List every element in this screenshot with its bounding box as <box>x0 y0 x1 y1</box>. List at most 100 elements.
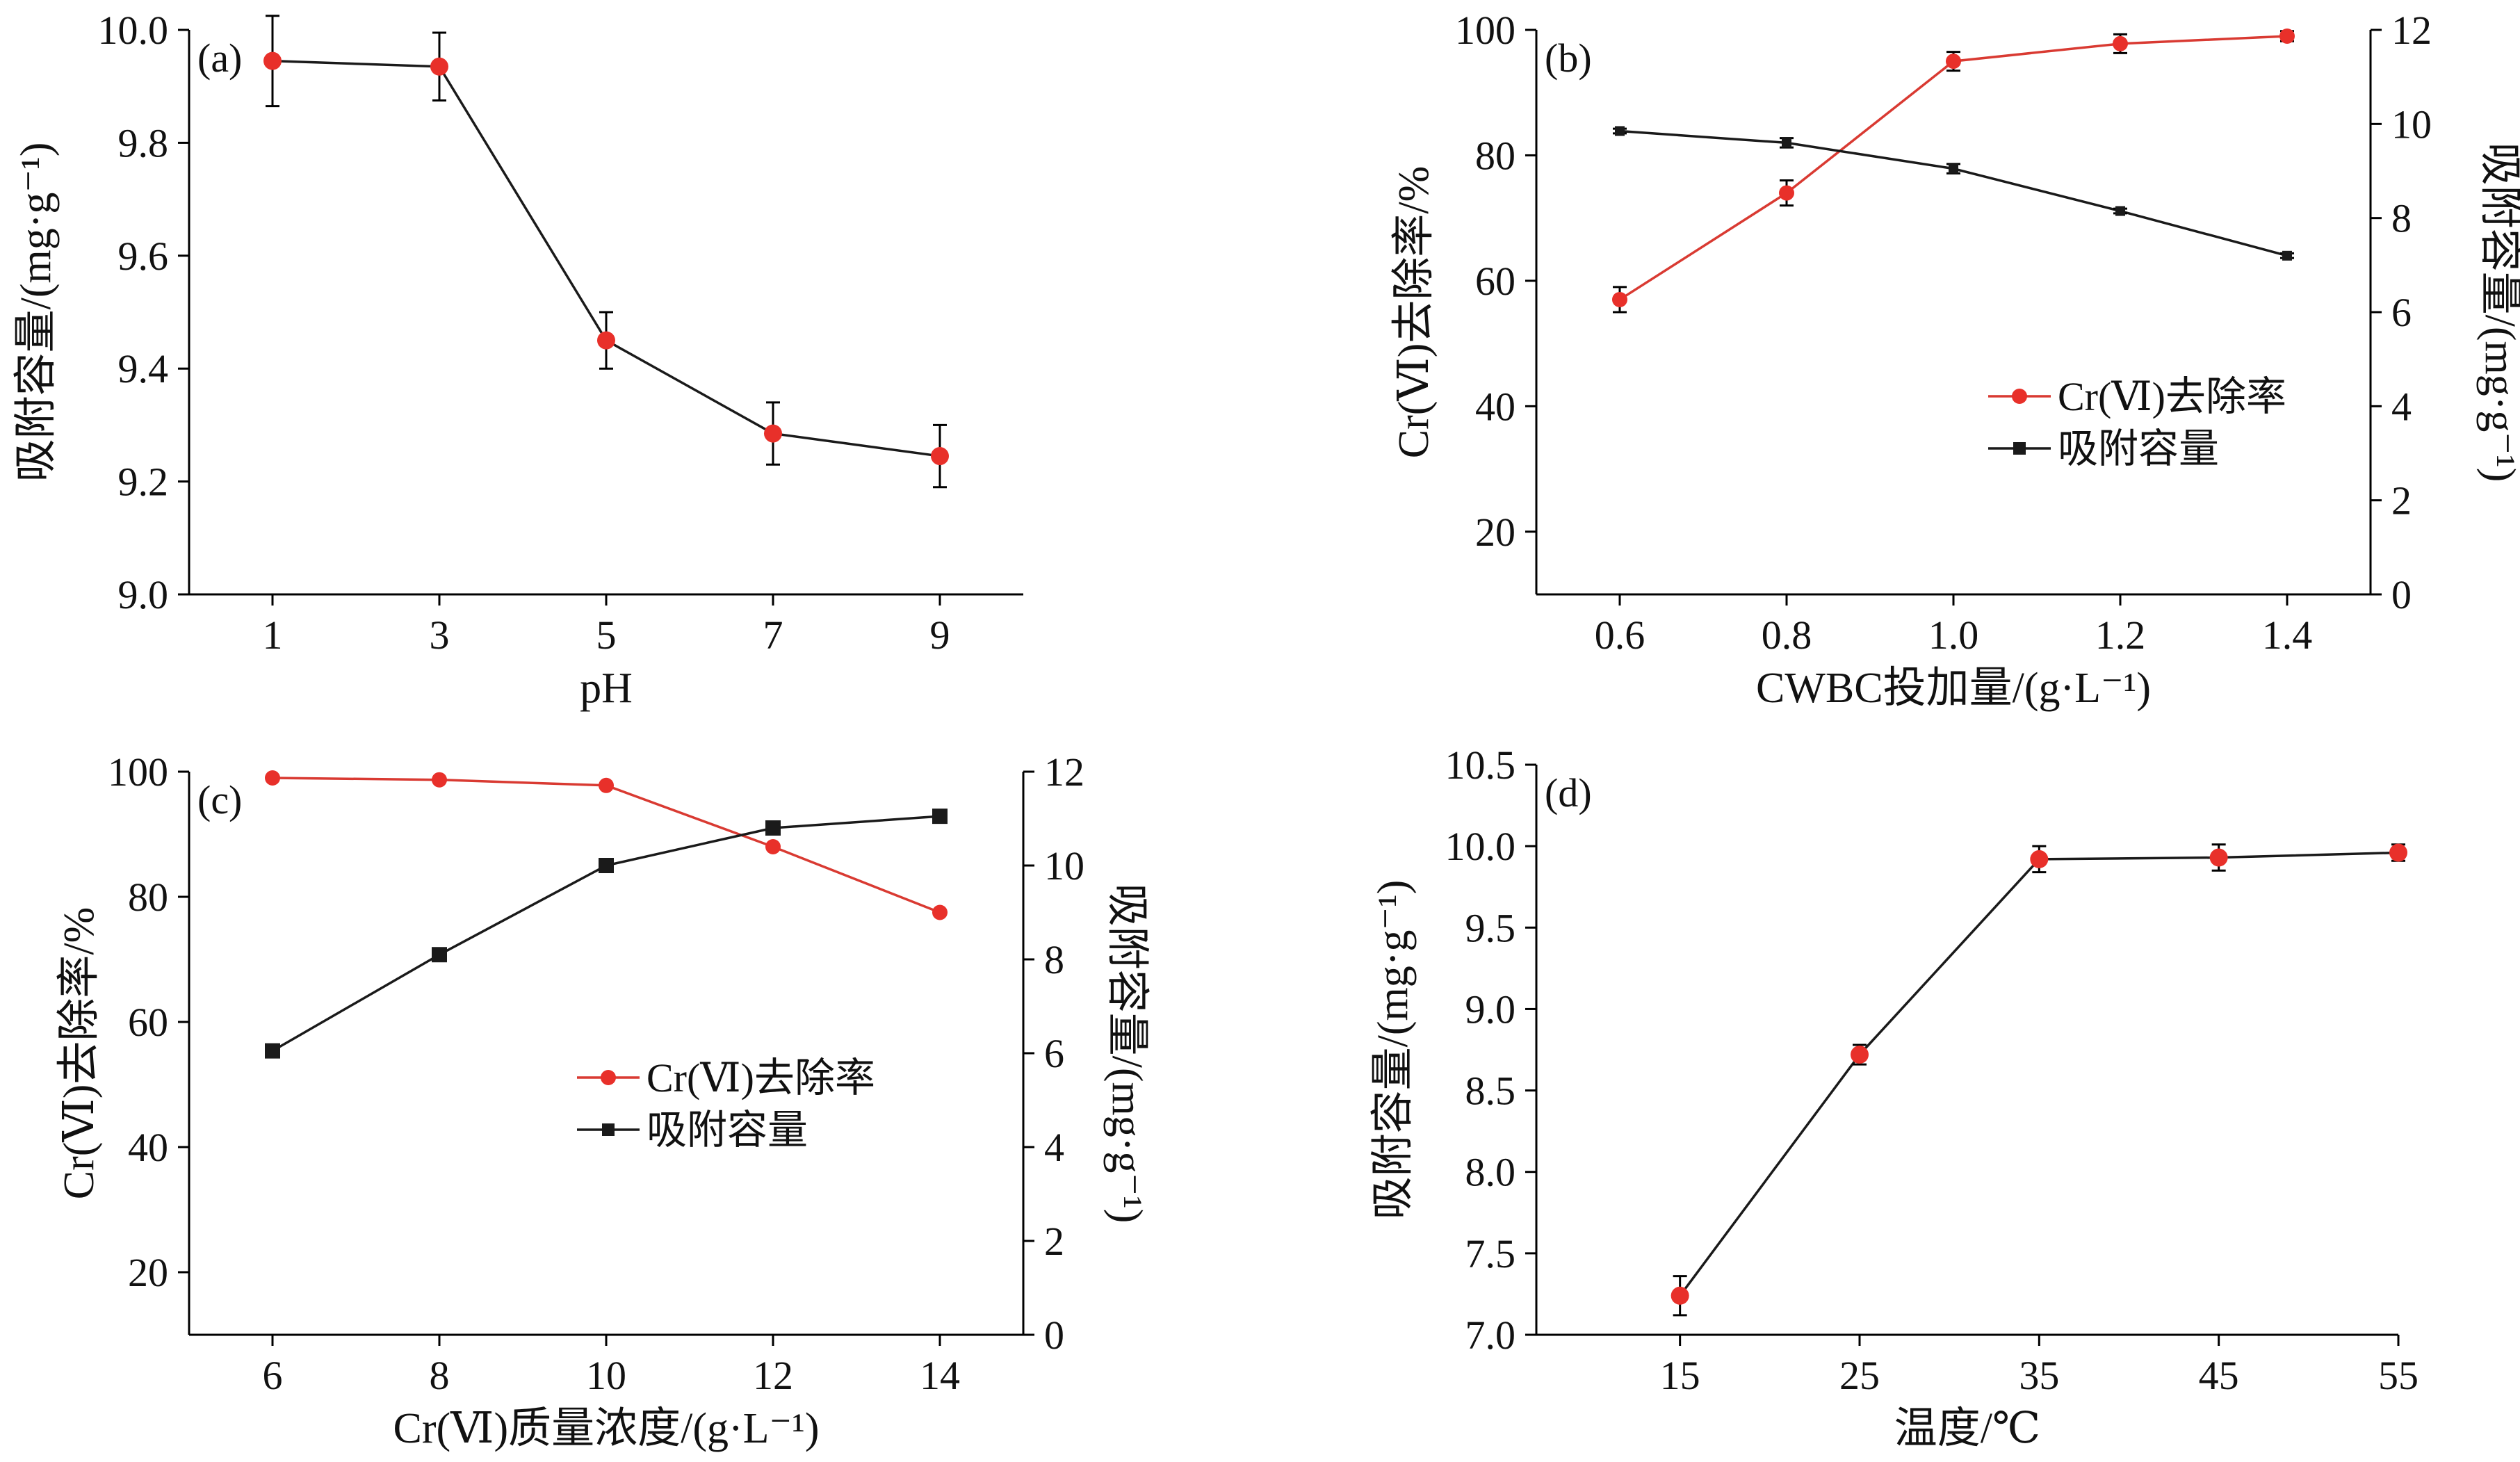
x-tick-label: 8 <box>430 1353 450 1398</box>
series-removal-rate <box>1612 29 2295 314</box>
y-tick-label-right: 10 <box>2391 101 2432 147</box>
y-tick-label-right: 0 <box>1044 1313 1064 1358</box>
y-tick-label-left: 9.2 <box>118 460 169 505</box>
x-tick-label: 55 <box>2378 1353 2419 1398</box>
y-tick-label-right: 6 <box>1044 1031 1064 1076</box>
data-point-circle <box>1612 291 1627 307</box>
y-tick-label-right: 6 <box>2391 290 2412 335</box>
legend-label: Cr(Ⅵ)去除率 <box>647 1055 875 1100</box>
chart-panel-a: 1 3 5 7 9 9.0 9.2 9.4 9.6 9.8 10.0 pH 吸附容量/(mg·g⁻¹) (… <box>13 8 1023 712</box>
y-tick-label-left: 10.5 <box>1445 742 1516 788</box>
y-tick-label-left: 10.0 <box>1445 824 1516 869</box>
y-tick-label-left: 10.0 <box>98 8 169 53</box>
y-tick-label-left: 9.0 <box>118 572 169 617</box>
data-point-circle <box>931 447 949 466</box>
x-tick-label: 1.0 <box>1928 612 1979 658</box>
data-point-circle <box>764 424 782 443</box>
y-tick-label-right: 12 <box>2391 8 2432 53</box>
x-tick-label: 1 <box>263 612 283 658</box>
data-point-circle <box>765 839 781 854</box>
data-point-circle <box>430 57 448 76</box>
x-tick-label: 9 <box>930 612 950 658</box>
data-point-circle <box>432 772 447 788</box>
legend-marker-circle <box>2012 389 2027 404</box>
y-tick-label-right: 8 <box>1044 937 1064 982</box>
series-adsorption-capacity <box>1670 843 2407 1317</box>
x-tick-label: 0.6 <box>1595 612 1645 658</box>
y-tick-label-left: 7.0 <box>1465 1313 1516 1358</box>
y-tick-label-left: 20 <box>1475 510 1515 555</box>
y-tick-label-right: 12 <box>1044 749 1084 795</box>
y-tick-label-left: 8.5 <box>1465 1069 1516 1114</box>
data-point-square <box>1615 126 1625 136</box>
y-tick-label-left: 9.0 <box>1465 986 1516 1032</box>
x-tick-label: 1.4 <box>2262 612 2313 658</box>
y-tick-label-left: 9.8 <box>118 120 169 165</box>
x-tick-label: 0.8 <box>1762 612 1812 658</box>
data-point-circle <box>1851 1046 1869 1064</box>
y-tick-label-left: 100 <box>1455 8 1515 53</box>
y-tick-label-left: 7.5 <box>1465 1231 1516 1276</box>
y-axis-title-right: 吸附容量/(mg·g⁻¹) <box>2476 143 2520 482</box>
y-tick-label-left: 80 <box>1475 133 1515 178</box>
series-adsorption-capacity <box>265 809 948 1059</box>
chart-panel-b: 0.6 0.8 1.0 1.2 1.4 20 40 60 80 100 0 2 4 6 8 10 12 CWBC投… <box>1390 8 2520 712</box>
y-tick-label-left: 8.0 <box>1465 1150 1516 1195</box>
y-tick-label-left: 9.5 <box>1465 905 1516 950</box>
legend-label: 吸附容量 <box>2058 426 2219 471</box>
y-axis-title-left: Cr(Ⅵ)去除率/% <box>1390 166 1438 459</box>
chart-panel-d: 15 25 35 45 55 7.0 7.5 8.0 8.5 9.0 9.5 10.0 10.5 温度/℃… <box>1369 742 2419 1452</box>
x-axis-title: pH <box>580 665 633 712</box>
data-point-square <box>765 820 781 836</box>
data-point-circle <box>2113 35 2128 51</box>
data-point-circle <box>932 904 948 920</box>
y-tick-label-left: 80 <box>128 875 168 920</box>
series-removal-rate <box>265 770 948 920</box>
y-tick-label-left: 100 <box>108 749 168 795</box>
data-point-square <box>2282 250 2292 261</box>
panel-label: (d) <box>1545 770 1592 815</box>
x-axis-title: Cr(Ⅵ)质量浓度/(g·L⁻¹) <box>393 1405 819 1452</box>
x-tick-label: 1.2 <box>2095 612 2146 658</box>
data-point-circle <box>263 51 282 70</box>
data-point-circle <box>1670 1286 1689 1305</box>
data-point-square <box>932 809 948 825</box>
x-tick-label: 25 <box>1839 1353 1880 1398</box>
y-tick-label-left: 60 <box>1475 259 1515 304</box>
x-tick-label: 12 <box>753 1353 793 1398</box>
x-axis-title: CWBC投加量/(g·L⁻¹) <box>1756 665 2151 712</box>
y-tick-label-left: 40 <box>128 1125 168 1170</box>
data-point-square <box>1949 163 1958 174</box>
legend-marker-square <box>2013 442 2026 455</box>
y-tick-label-right: 4 <box>1044 1125 1064 1170</box>
x-tick-label: 7 <box>763 612 783 658</box>
y-axis-title-right: 吸附容量/(mg·g⁻¹) <box>1103 884 1151 1224</box>
x-tick-label: 45 <box>2199 1353 2239 1398</box>
x-tick-label: 14 <box>920 1353 960 1398</box>
y-tick-label-right: 10 <box>1044 843 1084 888</box>
y-axis-title-left: Cr(Ⅵ)去除率/% <box>56 907 103 1200</box>
series-adsorption-capacity <box>263 15 949 489</box>
panel-label: (b) <box>1545 35 1592 81</box>
data-point-square <box>265 1043 280 1059</box>
x-tick-label: 6 <box>263 1353 283 1398</box>
y-axis-title-left: 吸附容量/(mg·g⁻¹) <box>13 143 60 482</box>
y-tick-label-left: 60 <box>128 1000 168 1045</box>
y-tick-label-left: 9.6 <box>118 234 169 279</box>
data-point-circle <box>1946 54 1961 70</box>
y-tick-label-right: 2 <box>2391 478 2412 523</box>
panel-label: (a) <box>197 35 242 81</box>
series-adsorption-capacity <box>1613 126 2294 261</box>
x-tick-label: 10 <box>586 1353 626 1398</box>
data-point-circle <box>2389 843 2407 862</box>
x-tick-label: 3 <box>430 612 450 658</box>
y-tick-label-right: 8 <box>2391 196 2412 241</box>
legend-label: Cr(Ⅵ)去除率 <box>2058 374 2286 419</box>
data-point-circle <box>265 770 280 786</box>
data-point-square <box>1782 138 1791 148</box>
data-point-circle <box>599 777 614 793</box>
data-point-circle <box>597 331 615 350</box>
